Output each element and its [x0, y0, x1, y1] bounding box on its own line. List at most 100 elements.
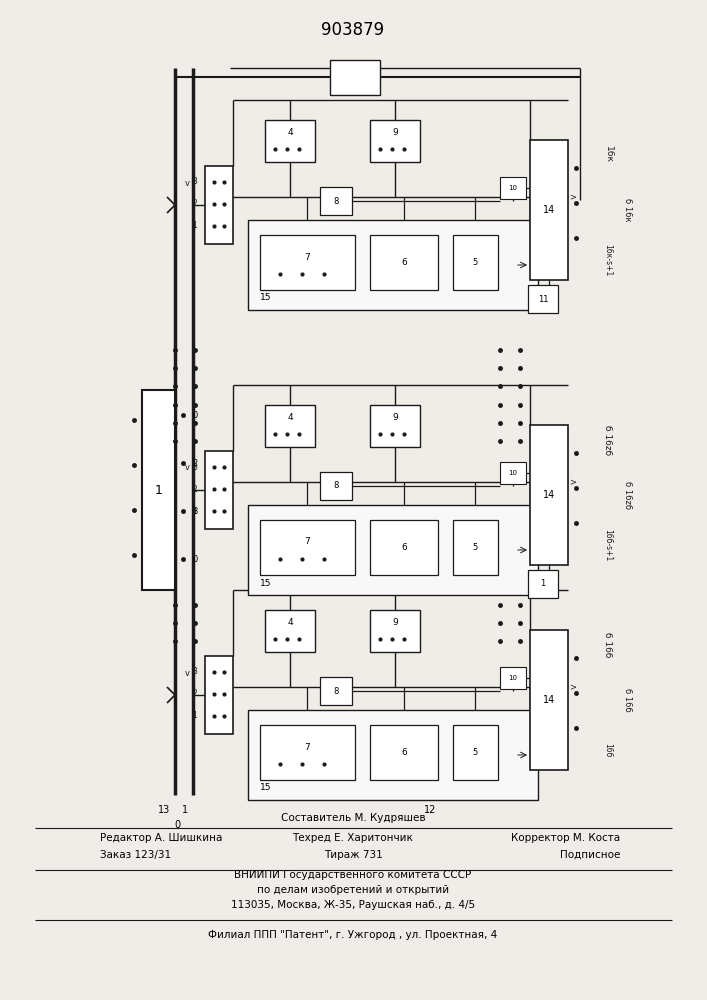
Text: 2: 2	[192, 690, 197, 698]
Bar	[370, 610, 420, 652]
Text: 14: 14	[543, 490, 555, 500]
Text: 5: 5	[473, 258, 478, 267]
Text: Техред Е. Харитончик: Техред Е. Харитончик	[293, 833, 414, 843]
Bar	[453, 725, 498, 780]
Text: 5: 5	[473, 543, 478, 552]
Bar	[370, 405, 420, 447]
Text: 3: 3	[192, 506, 198, 516]
Text: 1: 1	[192, 222, 197, 231]
Bar	[265, 120, 315, 162]
Bar	[320, 472, 352, 500]
Text: 4: 4	[287, 128, 293, 137]
Text: Заказ 123/31: Заказ 123/31	[100, 850, 171, 860]
Text: 10: 10	[508, 675, 518, 681]
Text: 3: 3	[192, 462, 197, 472]
Text: 8: 8	[333, 686, 339, 696]
Text: 903879: 903879	[322, 21, 385, 39]
Bar	[370, 725, 438, 780]
Bar	[248, 710, 538, 800]
Bar	[500, 667, 526, 689]
Text: 15: 15	[260, 578, 271, 587]
Bar	[528, 570, 558, 598]
Bar	[265, 405, 315, 447]
Text: 15: 15	[260, 784, 271, 792]
Text: 15: 15	[260, 294, 271, 302]
Text: Подписное: Подписное	[560, 850, 620, 860]
Text: >: >	[570, 682, 576, 692]
Text: ВНИИПИ Государственного комитета СССР: ВНИИПИ Государственного комитета СССР	[235, 870, 472, 880]
Text: 6: 6	[401, 748, 407, 757]
Bar	[330, 60, 380, 95]
Bar	[260, 520, 355, 575]
Text: 2: 2	[192, 485, 197, 493]
Text: Редактор А. Шишкина: Редактор А. Шишкина	[100, 833, 223, 843]
Text: 6: 6	[401, 258, 407, 267]
Text: 9: 9	[392, 618, 398, 627]
Bar	[370, 520, 438, 575]
Text: 1: 1	[182, 805, 188, 815]
Bar	[500, 177, 526, 199]
Text: 7: 7	[305, 252, 310, 261]
Text: 1: 1	[155, 484, 163, 496]
Bar	[453, 520, 498, 575]
Bar	[370, 235, 438, 290]
Text: 7: 7	[305, 742, 310, 752]
Bar	[260, 235, 355, 290]
Text: 7: 7	[305, 538, 310, 546]
Text: 6: 6	[401, 543, 407, 552]
Text: 3: 3	[192, 668, 197, 676]
Bar	[205, 656, 233, 734]
Text: б 16б: б 16б	[624, 688, 633, 712]
Text: по делам изобретений и открытий: по делам изобретений и открытий	[257, 885, 449, 895]
Text: 16б: 16б	[604, 743, 612, 757]
Bar	[320, 677, 352, 705]
Bar	[530, 425, 568, 565]
Text: б 16zб: б 16zб	[604, 425, 612, 455]
Text: 0: 0	[174, 820, 180, 830]
Text: Составитель М. Кудряшев: Составитель М. Кудряшев	[281, 813, 426, 823]
Text: 1: 1	[540, 580, 546, 588]
Bar	[530, 630, 568, 770]
Text: 10: 10	[508, 185, 518, 191]
Text: б 16б: б 16б	[604, 632, 612, 658]
Text: б 16к: б 16к	[624, 198, 633, 222]
Text: 1: 1	[192, 712, 197, 720]
Text: v: v	[185, 464, 189, 473]
Text: 8: 8	[333, 482, 339, 490]
Text: 5: 5	[473, 748, 478, 757]
Text: v: v	[185, 668, 189, 678]
Text: 3: 3	[192, 178, 197, 186]
Text: 4: 4	[287, 618, 293, 627]
Bar	[453, 235, 498, 290]
Text: 11: 11	[538, 294, 548, 304]
Text: 16б-s+1: 16б-s+1	[604, 529, 612, 561]
Bar	[260, 725, 355, 780]
Text: б 16zб: б 16zб	[624, 481, 633, 509]
Text: Корректор М. Коста: Корректор М. Коста	[511, 833, 620, 843]
Text: 9: 9	[392, 128, 398, 137]
Text: 12: 12	[423, 805, 436, 815]
Bar	[248, 220, 538, 310]
Text: 14: 14	[543, 205, 555, 215]
Bar	[248, 505, 538, 595]
Bar	[528, 285, 558, 313]
Text: Филиал ППП "Патент", г. Ужгород , ул. Проектная, 4: Филиал ППП "Патент", г. Ужгород , ул. Пр…	[209, 930, 498, 940]
Bar	[265, 610, 315, 652]
Text: 2: 2	[192, 458, 198, 468]
Text: >: >	[570, 192, 576, 202]
Text: 16к: 16к	[604, 146, 612, 163]
Text: 8: 8	[333, 196, 339, 206]
Text: 0: 0	[192, 554, 198, 564]
Bar	[530, 140, 568, 280]
Text: 16к-s+1: 16к-s+1	[604, 244, 612, 276]
Bar	[320, 187, 352, 215]
Text: 4: 4	[287, 413, 293, 422]
Text: >: >	[570, 478, 576, 487]
Bar	[205, 166, 233, 244]
Text: 113035, Москва, Ж-35, Раушская наб., д. 4/5: 113035, Москва, Ж-35, Раушская наб., д. …	[231, 900, 475, 910]
Text: 13: 13	[158, 805, 170, 815]
Bar	[142, 390, 175, 590]
Text: 14: 14	[543, 695, 555, 705]
Text: v: v	[185, 178, 189, 188]
Bar	[370, 120, 420, 162]
